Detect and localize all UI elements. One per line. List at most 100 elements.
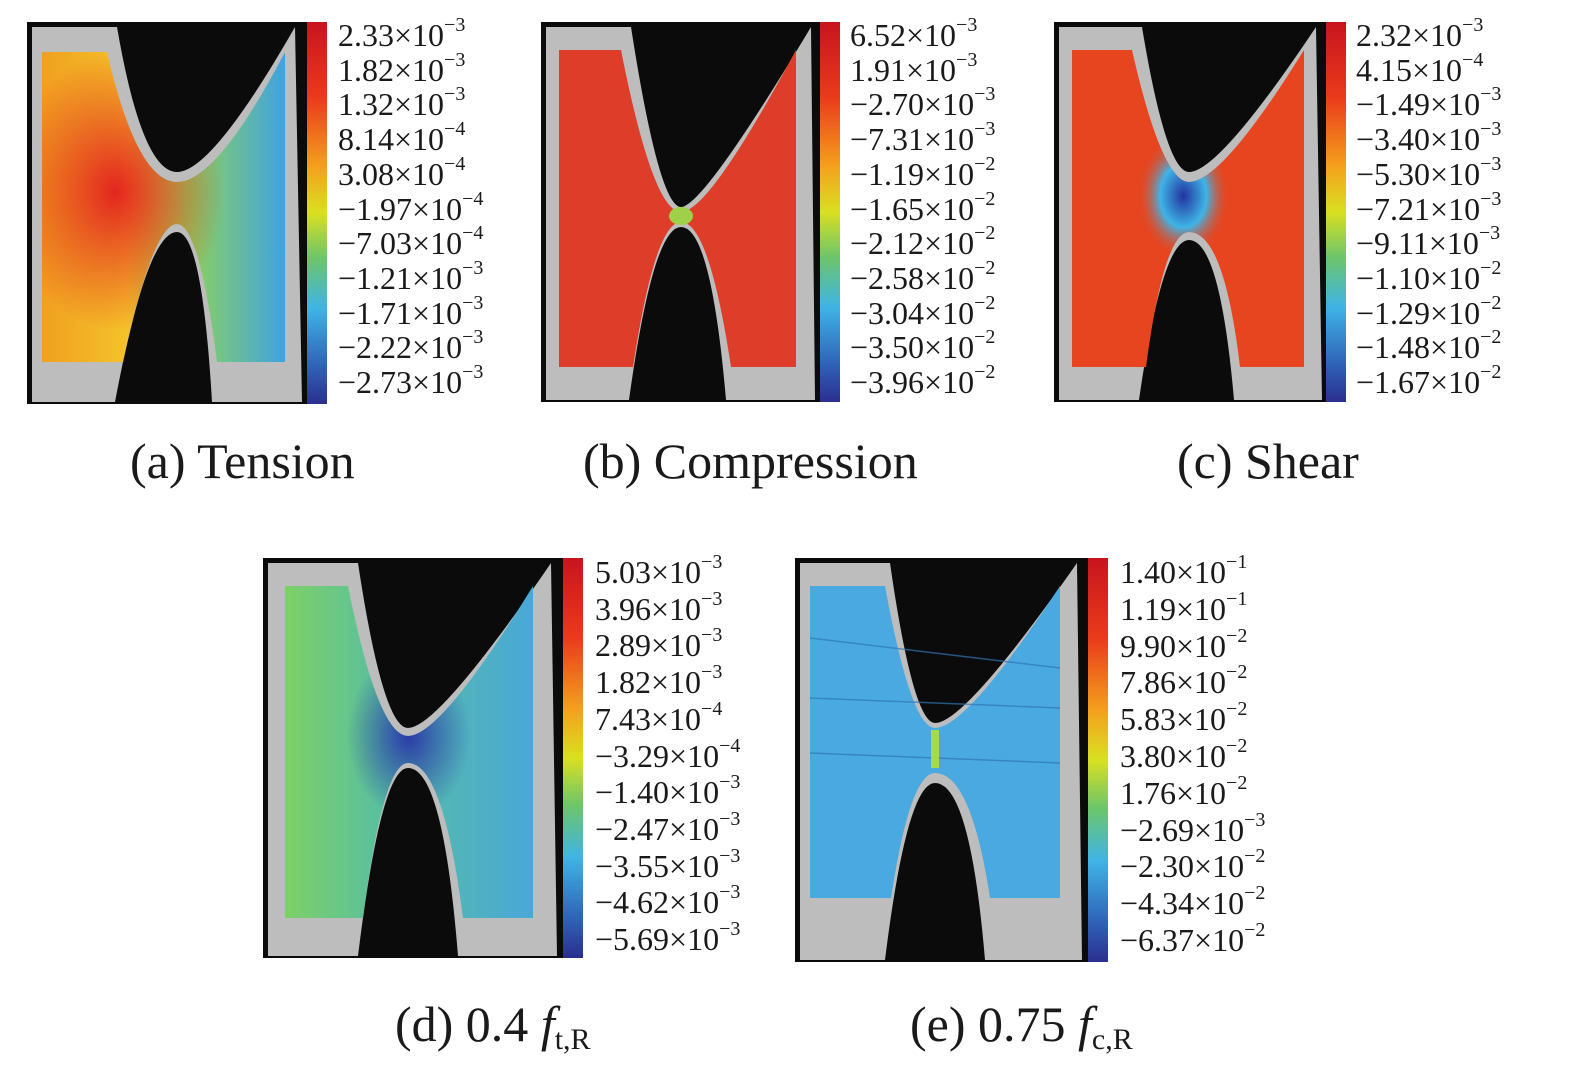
tick-exponent: −2 (974, 256, 996, 279)
tick-exponent: −2 (974, 326, 996, 349)
dic-image-a (27, 22, 307, 404)
colorbar-tick-label: 1.76×10−2 (1120, 773, 1247, 811)
colorbar-tick-label: −5.69×10−3 (595, 919, 740, 955)
dic-image-b (541, 22, 820, 402)
tick-exponent: −3 (462, 361, 484, 383)
tick-exponent: −3 (462, 256, 484, 279)
tick-exponent: −3 (719, 807, 741, 830)
tick-exponent: −3 (956, 14, 978, 36)
colorbar-tick-label: −1.10×10−2 (1356, 258, 1501, 296)
tick-mantissa: −1.71×10 (338, 294, 463, 331)
tick-exponent: −3 (719, 844, 741, 867)
caption-a: (a) Tension (130, 433, 355, 489)
colorbar-b (820, 22, 840, 402)
tick-mantissa: −1.40×10 (595, 774, 720, 811)
tick-exponent: −3 (1244, 808, 1266, 831)
colorbar-tick-label: −1.40×10−3 (595, 772, 740, 811)
tick-mantissa: 2.89×10 (595, 627, 702, 664)
tick-mantissa: −1.65×10 (850, 190, 975, 227)
tick-exponent: −3 (1480, 118, 1502, 141)
tick-exponent: −2 (1480, 326, 1502, 349)
tick-mantissa: −3.96×10 (850, 364, 975, 400)
tick-mantissa: −3.29×10 (595, 737, 720, 774)
colorbar-tick-label: 1.32×10−3 (338, 84, 465, 120)
tick-mantissa: 5.03×10 (595, 554, 702, 590)
tick-exponent: −4 (462, 222, 484, 245)
tick-mantissa: 2.32×10 (1356, 17, 1463, 53)
tick-mantissa: 9.90×10 (1120, 627, 1227, 664)
tick-exponent: −1 (1226, 587, 1248, 610)
tick-mantissa: −1.97×10 (338, 190, 463, 227)
tick-exponent: −3 (719, 771, 741, 794)
colorbar-tick-label: −4.34×10−2 (1120, 883, 1265, 919)
tick-mantissa: 1.76×10 (1120, 774, 1227, 811)
caption-d: (d) 0.4 ft,R (395, 996, 591, 1056)
tick-exponent: −2 (1226, 735, 1248, 757)
tick-mantissa: 7.86×10 (1120, 664, 1227, 701)
tick-exponent: −3 (956, 48, 978, 71)
tick-exponent: −2 (1244, 845, 1266, 868)
tick-mantissa: 4.15×10 (1356, 51, 1463, 88)
tick-exponent: −4 (444, 152, 466, 175)
tick-mantissa: 6.52×10 (850, 17, 957, 53)
tick-mantissa: −4.62×10 (595, 884, 720, 921)
tick-mantissa: −1.67×10 (1356, 364, 1481, 400)
colorbar-tick-label: 8.14×10−4 (338, 119, 465, 158)
tick-mantissa: −3.40×10 (1356, 121, 1481, 158)
colorbar-tick-label: −9.11×10−3 (1356, 223, 1500, 259)
tick-mantissa: −2.69×10 (1120, 811, 1245, 848)
tick-exponent: −3 (701, 661, 723, 684)
colorbar-a (307, 22, 327, 404)
tick-mantissa: 1.40×10 (1120, 554, 1227, 590)
colorbar-tick-label: −5.30×10−3 (1356, 154, 1501, 190)
colorbar-tick-label: 2.33×10−3 (338, 15, 465, 51)
tick-mantissa: −2.70×10 (850, 86, 975, 123)
tick-mantissa: −1.49×10 (1356, 86, 1481, 123)
tick-mantissa: −3.50×10 (850, 329, 975, 366)
tick-mantissa: 1.91×10 (850, 51, 957, 88)
colorbar-tick-label: 9.90×10−2 (1120, 626, 1247, 664)
tick-exponent: −2 (974, 222, 996, 245)
tick-exponent: −2 (1226, 698, 1248, 721)
colorbar-e (1088, 558, 1108, 962)
colorbar-tick-label: 1.91×10−3 (850, 50, 977, 88)
colorbar-tick-label: −7.03×10−4 (338, 223, 483, 259)
tick-exponent: −2 (1480, 291, 1502, 314)
tick-mantissa: −2.47×10 (595, 810, 720, 847)
tick-mantissa: −2.73×10 (338, 364, 463, 400)
tick-exponent: −3 (719, 918, 741, 940)
tick-mantissa: −2.12×10 (850, 225, 975, 262)
tick-mantissa: −3.04×10 (850, 294, 975, 331)
colorbar-tick-label: −1.97×10−4 (338, 189, 483, 227)
tick-mantissa: −7.21×10 (1356, 190, 1481, 227)
tick-mantissa: 5.83×10 (1120, 701, 1227, 738)
tick-mantissa: −1.21×10 (338, 259, 463, 296)
colorbar-tick-label: −3.29×10−4 (595, 736, 740, 774)
tick-exponent: −2 (974, 361, 996, 383)
colorbar-tick-label: −2.30×10−2 (1120, 846, 1265, 882)
tick-mantissa: 8.14×10 (338, 121, 445, 158)
tick-mantissa: −7.31×10 (850, 121, 975, 158)
tick-mantissa: −2.22×10 (338, 329, 463, 366)
tick-mantissa: −1.10×10 (1356, 259, 1481, 296)
tick-mantissa: 1.82×10 (595, 664, 702, 701)
colorbar-tick-label: −2.22×10−3 (338, 327, 483, 366)
colorbar-tick-label: −4.62×10−3 (595, 882, 740, 921)
tick-exponent: −2 (974, 152, 996, 175)
tick-mantissa: 3.96×10 (595, 590, 702, 627)
colorbar-c (1326, 22, 1346, 402)
tick-exponent: −3 (462, 326, 484, 349)
colorbar-tick-label: 3.96×10−3 (595, 589, 722, 627)
tick-exponent: −3 (719, 881, 741, 904)
dic-image-d (263, 558, 563, 958)
tick-exponent: −4 (701, 697, 723, 720)
tick-exponent: −4 (462, 187, 484, 210)
tick-exponent: −4 (444, 118, 466, 141)
tick-exponent: −3 (701, 551, 723, 573)
tick-exponent: −3 (1480, 83, 1502, 106)
tick-exponent: −2 (1480, 256, 1502, 279)
tick-mantissa: −6.37×10 (1120, 922, 1245, 958)
tick-exponent: −3 (1462, 14, 1484, 36)
colorbar-tick-label: −1.71×10−3 (338, 293, 483, 331)
colorbar-tick-label: 2.32×10−3 (1356, 15, 1483, 53)
